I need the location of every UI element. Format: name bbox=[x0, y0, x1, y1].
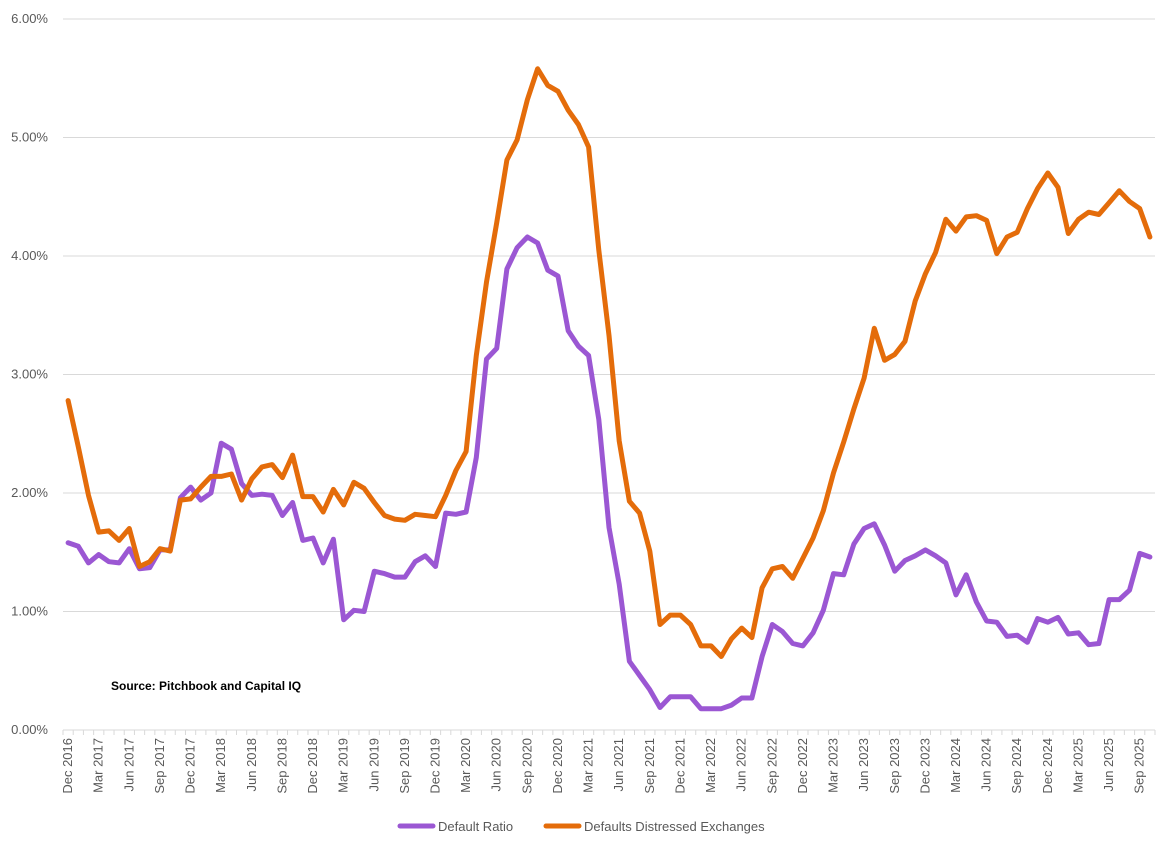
x-tick-label: Jun 2017 bbox=[121, 738, 136, 792]
x-tick-label: Dec 2022 bbox=[795, 738, 810, 794]
x-tick-label: Jun 2024 bbox=[979, 738, 994, 792]
y-tick-label: 6.00% bbox=[11, 11, 48, 26]
legend-label-default-ratio: Default Ratio bbox=[438, 819, 513, 834]
x-axis-labels: Dec 2016 Mar 2017 Jun 2017 Sep 2017 Dec 2017… bbox=[60, 738, 1147, 794]
x-tick-label: Mar 2019 bbox=[336, 738, 351, 793]
y-tick-label: 2.00% bbox=[11, 485, 48, 500]
x-tick-label: Jun 2022 bbox=[734, 738, 749, 792]
x-tick-label: Dec 2021 bbox=[672, 738, 687, 794]
x-tick-label: Dec 2020 bbox=[550, 738, 565, 794]
x-tick-label: Sep 2025 bbox=[1132, 738, 1147, 794]
x-tick-label: Dec 2017 bbox=[183, 738, 198, 794]
x-tick-label: Sep 2020 bbox=[519, 738, 534, 794]
x-tick-label: Mar 2024 bbox=[948, 738, 963, 793]
x-tick-label: Sep 2022 bbox=[764, 738, 779, 794]
x-tick-label: Jun 2023 bbox=[856, 738, 871, 792]
x-tick-label: Sep 2021 bbox=[642, 738, 657, 794]
series-line-defaults-distressed-exchanges bbox=[65, 66, 1153, 659]
x-tick-label: Sep 2017 bbox=[152, 738, 167, 794]
x-tick-label: Mar 2020 bbox=[458, 738, 473, 793]
legend-label-defaults-distressed-exchanges: Defaults Distressed Exchanges bbox=[584, 819, 765, 834]
x-tick-label: Sep 2019 bbox=[397, 738, 412, 794]
y-tick-label: 5.00% bbox=[11, 130, 48, 145]
x-tick-label: Jun 2019 bbox=[366, 738, 381, 792]
x-tick-label: Mar 2022 bbox=[703, 738, 718, 793]
x-tick-label: Sep 2018 bbox=[274, 738, 289, 794]
x-tick-label: Jun 2025 bbox=[1101, 738, 1116, 792]
y-tick-label: 0.00% bbox=[11, 722, 48, 737]
x-tick-label: Dec 2018 bbox=[305, 738, 320, 794]
x-tick-label: Dec 2024 bbox=[1040, 738, 1055, 794]
x-tick-label: Jun 2020 bbox=[489, 738, 504, 792]
source-note: Source: Pitchbook and Capital IQ bbox=[111, 679, 301, 693]
x-tick-label: Jun 2021 bbox=[611, 738, 626, 792]
x-tick-label: Mar 2018 bbox=[213, 738, 228, 793]
x-tick-label: Sep 2023 bbox=[887, 738, 902, 794]
x-tick-label: Mar 2017 bbox=[91, 738, 106, 793]
x-tick-label: Dec 2023 bbox=[917, 738, 932, 794]
x-tick-label: Jun 2018 bbox=[244, 738, 259, 792]
y-tick-label: 1.00% bbox=[11, 604, 48, 619]
x-tick-label: Mar 2021 bbox=[581, 738, 596, 793]
x-tick-label: Dec 2019 bbox=[428, 738, 443, 794]
series-lines bbox=[65, 66, 1153, 712]
x-axis-ticks bbox=[62, 730, 1156, 735]
y-tick-label: 4.00% bbox=[11, 248, 48, 263]
x-tick-label: Sep 2024 bbox=[1009, 738, 1024, 794]
legend: Default Ratio Defaults Distressed Exchan… bbox=[397, 819, 765, 834]
y-axis-labels: 0.00% 1.00% 2.00% 3.00% 4.00% 5.00% 6.00% bbox=[11, 11, 48, 737]
x-tick-label: Mar 2025 bbox=[1070, 738, 1085, 793]
x-tick-label: Dec 2016 bbox=[60, 738, 75, 794]
x-tick-label: Mar 2023 bbox=[826, 738, 841, 793]
y-tick-label: 3.00% bbox=[11, 367, 48, 382]
